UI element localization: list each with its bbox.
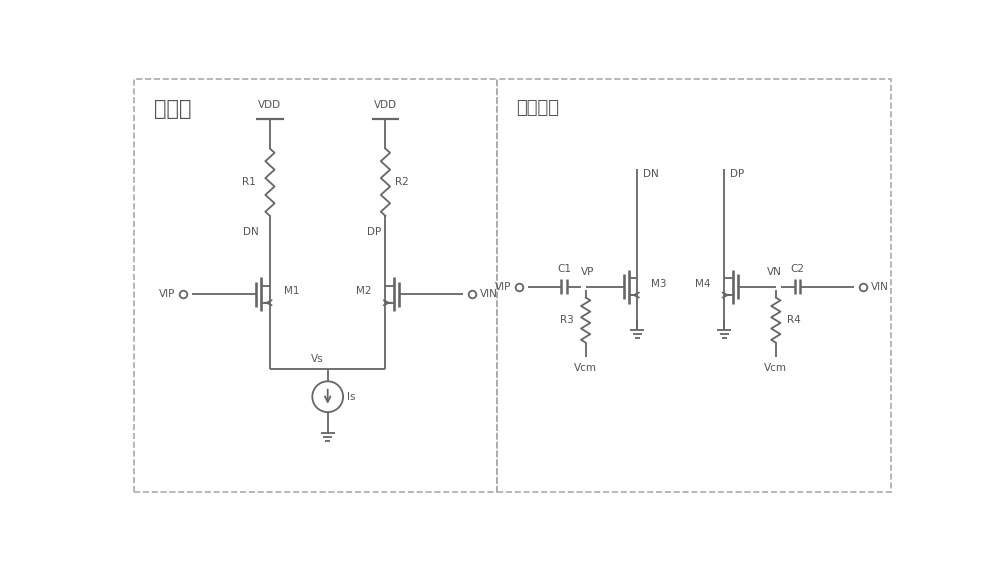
Text: Is: Is [347,392,355,402]
Text: C2: C2 [790,264,804,273]
Text: M1: M1 [284,286,299,296]
Text: DN: DN [643,169,659,179]
Text: R4: R4 [787,315,801,325]
Text: Vs: Vs [311,354,324,363]
Text: VDD: VDD [374,100,397,109]
Text: VIN: VIN [871,282,888,291]
Text: VIP: VIP [159,289,175,299]
Text: VDD: VDD [258,100,282,109]
Text: 主电路: 主电路 [154,100,192,119]
Text: DN: DN [243,226,258,237]
Text: VIP: VIP [495,282,511,291]
Text: M3: M3 [651,278,667,289]
Text: VN: VN [767,267,782,277]
Text: R3: R3 [560,315,574,325]
Text: R2: R2 [395,177,408,187]
Text: M2: M2 [356,286,372,296]
Text: R1: R1 [242,177,256,187]
Text: 辅助电路: 辅助电路 [516,100,559,118]
Text: C1: C1 [557,264,571,273]
Text: DP: DP [730,169,745,179]
Text: VP: VP [581,267,594,277]
Text: Vcm: Vcm [574,363,597,373]
Text: VIN: VIN [480,289,498,299]
Text: DP: DP [367,226,382,237]
Text: M4: M4 [695,278,710,289]
Text: Vcm: Vcm [764,363,787,373]
